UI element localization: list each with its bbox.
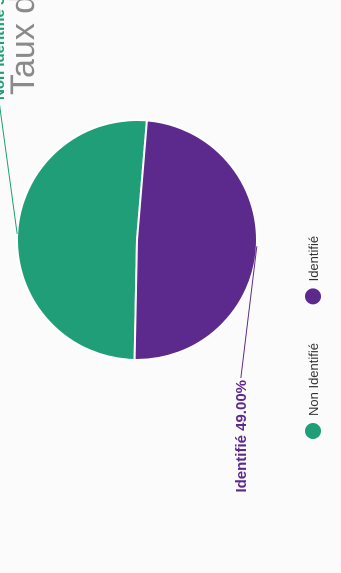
chart-legend: Non Identifié Identifié <box>305 236 321 439</box>
pie-slice-identifie <box>133 119 258 361</box>
slice-label-non-identifie: Non Identifié 51.00% <box>0 0 8 100</box>
slice-label-identifie: Identifié 49.00% <box>233 380 250 493</box>
leader-line-identifie <box>240 246 258 379</box>
slice-labels: Non Identifié 51.00% Identifié 49.00% <box>0 0 250 493</box>
legend-swatch-non-identifie <box>305 423 321 439</box>
chart-title: Taux d <box>4 0 42 95</box>
leader-lines <box>0 101 258 379</box>
legend-label-identifie: Identifié <box>306 236 321 282</box>
legend-swatch-identifie <box>305 288 321 305</box>
legend-label-non-identifie: Non Identifié <box>306 343 321 416</box>
leader-line-non-identifie <box>0 101 18 234</box>
pie-slices <box>16 119 258 361</box>
pie-slice-non-identifie <box>16 119 149 361</box>
